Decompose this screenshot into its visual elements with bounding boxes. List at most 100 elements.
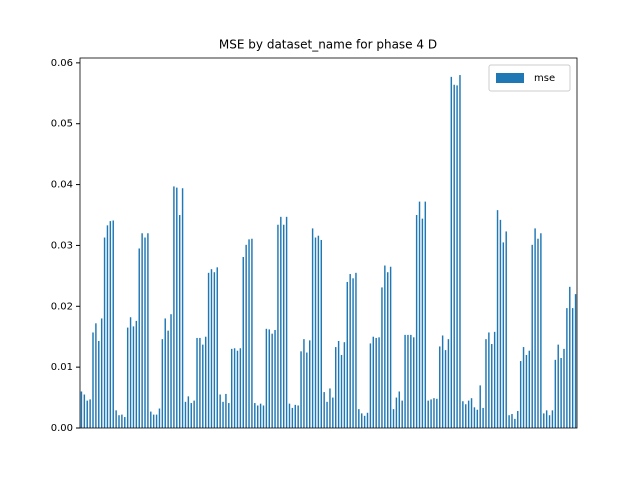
bar xyxy=(467,400,470,428)
bar xyxy=(230,348,233,428)
bar xyxy=(254,403,256,428)
bar xyxy=(178,215,181,428)
bar xyxy=(392,409,395,428)
bar xyxy=(202,344,204,428)
bar xyxy=(569,286,571,428)
bar xyxy=(147,233,149,428)
bar xyxy=(242,256,244,428)
bar xyxy=(401,400,403,428)
bar xyxy=(560,358,562,428)
y-tick-label: 0.02 xyxy=(51,301,73,312)
bar xyxy=(528,350,531,428)
bar xyxy=(375,337,377,428)
bar xyxy=(216,267,218,428)
chart-title: MSE by dataset_name for phase 4 D xyxy=(219,38,437,52)
y-tick-label: 0.03 xyxy=(51,240,73,251)
bar xyxy=(303,339,305,428)
bar xyxy=(320,239,322,428)
y-tick-label: 0.00 xyxy=(51,423,73,434)
bar xyxy=(308,340,311,428)
bar xyxy=(482,407,484,428)
bar xyxy=(407,334,409,428)
bar xyxy=(98,340,100,428)
bar xyxy=(444,350,447,428)
bar xyxy=(511,414,513,428)
bar xyxy=(92,332,94,428)
bar xyxy=(306,352,308,428)
bar xyxy=(433,398,435,428)
plot-frame xyxy=(79,57,578,429)
bar xyxy=(531,244,533,428)
bar xyxy=(462,401,464,428)
bar xyxy=(80,391,83,428)
bar xyxy=(441,335,444,428)
bar xyxy=(436,398,438,428)
bar xyxy=(89,399,91,428)
bar xyxy=(288,403,291,428)
bar xyxy=(245,244,247,428)
y-tick-label: 0.06 xyxy=(51,58,73,69)
bar xyxy=(424,201,427,428)
bar xyxy=(384,265,386,428)
bar xyxy=(121,414,123,428)
bar xyxy=(314,237,317,428)
bar xyxy=(251,238,253,428)
bar xyxy=(265,328,268,428)
legend-label: mse xyxy=(534,73,555,84)
bar xyxy=(563,348,565,428)
bar xyxy=(439,346,441,428)
bar xyxy=(95,323,97,428)
bar xyxy=(161,339,164,428)
bar xyxy=(453,84,455,429)
bar xyxy=(285,216,288,428)
bar xyxy=(410,334,412,428)
bar xyxy=(447,339,450,428)
bar xyxy=(525,354,528,428)
bar xyxy=(225,393,227,428)
bar xyxy=(389,266,392,428)
bar xyxy=(291,407,294,428)
bar xyxy=(456,85,458,429)
bar xyxy=(138,248,140,428)
bar xyxy=(557,344,559,428)
bar xyxy=(485,339,487,428)
bar xyxy=(343,342,346,428)
bar xyxy=(282,224,285,428)
bar xyxy=(574,294,577,428)
bar xyxy=(199,337,201,428)
bar xyxy=(170,314,172,428)
bar xyxy=(508,415,510,428)
bar xyxy=(543,413,545,428)
bar xyxy=(300,351,302,428)
bar xyxy=(141,233,143,428)
bar xyxy=(381,287,383,428)
bar xyxy=(479,385,481,428)
bar xyxy=(228,403,230,428)
bar xyxy=(372,336,375,428)
bar xyxy=(378,337,380,428)
bar xyxy=(274,330,276,428)
bar xyxy=(551,410,554,428)
bar xyxy=(404,334,406,428)
bar xyxy=(271,333,273,428)
bar xyxy=(537,238,539,428)
bar xyxy=(262,405,265,428)
bar xyxy=(369,343,372,428)
bar xyxy=(83,394,86,428)
bar xyxy=(268,329,270,428)
bar xyxy=(502,242,505,428)
bar xyxy=(115,410,117,428)
legend-swatch xyxy=(496,73,524,83)
bar xyxy=(332,397,334,428)
y-tick-label: 0.05 xyxy=(51,119,73,130)
bar xyxy=(355,272,357,428)
bar xyxy=(496,210,499,428)
bar xyxy=(540,233,542,428)
bar xyxy=(493,331,496,428)
bar xyxy=(505,231,507,428)
bar xyxy=(213,272,216,428)
bar xyxy=(329,388,331,428)
bar xyxy=(207,272,210,428)
bar xyxy=(363,415,366,428)
